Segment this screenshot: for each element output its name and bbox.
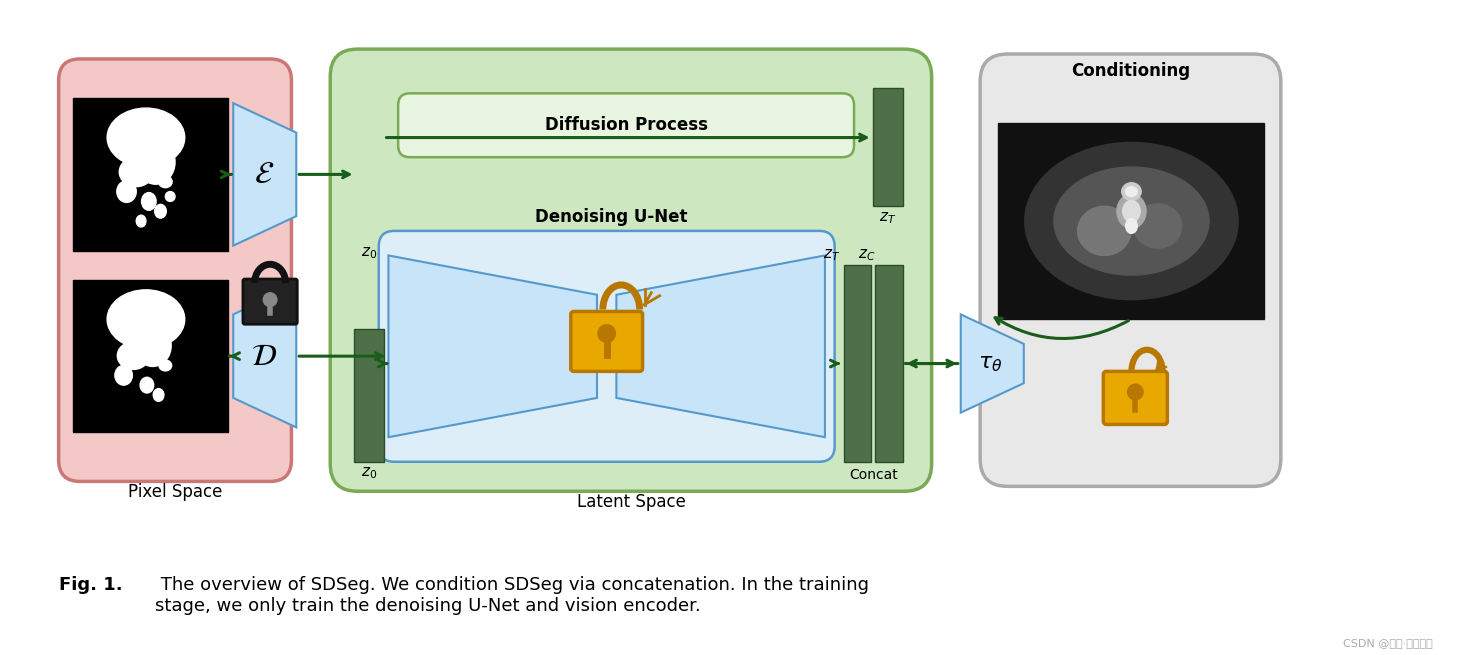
Ellipse shape bbox=[1055, 167, 1210, 275]
Text: $\mathcal{E}$: $\mathcal{E}$ bbox=[254, 160, 275, 189]
Ellipse shape bbox=[117, 181, 136, 202]
Text: Denoising U-Net: Denoising U-Net bbox=[535, 208, 688, 226]
Text: $z_C$: $z_C$ bbox=[858, 248, 876, 263]
FancyBboxPatch shape bbox=[59, 59, 291, 481]
Circle shape bbox=[598, 325, 616, 343]
Bar bbox=[74, 280, 229, 432]
Ellipse shape bbox=[1125, 219, 1137, 233]
Ellipse shape bbox=[165, 191, 176, 202]
FancyBboxPatch shape bbox=[242, 279, 297, 324]
Text: $\mathcal{D}$: $\mathcal{D}$ bbox=[251, 342, 278, 371]
Ellipse shape bbox=[160, 360, 171, 371]
Ellipse shape bbox=[142, 193, 157, 210]
Text: Pixel Space: Pixel Space bbox=[128, 483, 222, 501]
Bar bbox=[354, 329, 384, 462]
Text: $\tau_{\theta}$: $\tau_{\theta}$ bbox=[978, 354, 1001, 373]
FancyBboxPatch shape bbox=[570, 312, 642, 371]
Bar bbox=[873, 88, 902, 206]
FancyBboxPatch shape bbox=[331, 49, 932, 491]
Text: Fig. 1.: Fig. 1. bbox=[59, 576, 123, 594]
Ellipse shape bbox=[158, 176, 173, 188]
Ellipse shape bbox=[108, 290, 185, 348]
FancyBboxPatch shape bbox=[399, 93, 854, 157]
Ellipse shape bbox=[134, 325, 171, 367]
Polygon shape bbox=[960, 314, 1024, 413]
Ellipse shape bbox=[1123, 200, 1140, 222]
Polygon shape bbox=[233, 103, 297, 246]
Bar bbox=[997, 123, 1264, 320]
Ellipse shape bbox=[1121, 183, 1142, 200]
FancyBboxPatch shape bbox=[1103, 371, 1167, 424]
Ellipse shape bbox=[155, 204, 167, 218]
Ellipse shape bbox=[140, 377, 154, 393]
Circle shape bbox=[263, 293, 276, 307]
Ellipse shape bbox=[1078, 206, 1131, 255]
Ellipse shape bbox=[117, 342, 149, 369]
Bar bbox=[74, 98, 229, 251]
Polygon shape bbox=[388, 255, 597, 438]
FancyBboxPatch shape bbox=[981, 54, 1281, 486]
Circle shape bbox=[1127, 384, 1143, 400]
Text: $z_T$: $z_T$ bbox=[823, 248, 840, 263]
Ellipse shape bbox=[1125, 187, 1137, 196]
Ellipse shape bbox=[136, 140, 176, 184]
Text: Latent Space: Latent Space bbox=[576, 493, 685, 511]
Text: $z_T$: $z_T$ bbox=[879, 210, 897, 226]
Text: Diffusion Process: Diffusion Process bbox=[545, 117, 707, 134]
Ellipse shape bbox=[154, 388, 164, 402]
Ellipse shape bbox=[1133, 204, 1182, 248]
Text: CSDN @风飘·剑染春水: CSDN @风飘·剑染春水 bbox=[1343, 639, 1433, 648]
Ellipse shape bbox=[115, 365, 133, 385]
Polygon shape bbox=[616, 255, 826, 438]
Bar bbox=[845, 265, 871, 462]
Ellipse shape bbox=[108, 108, 185, 167]
Ellipse shape bbox=[1117, 194, 1146, 229]
Bar bbox=[876, 265, 902, 462]
FancyBboxPatch shape bbox=[378, 231, 835, 462]
Ellipse shape bbox=[120, 157, 154, 187]
Text: Conditioning: Conditioning bbox=[1071, 62, 1190, 80]
Polygon shape bbox=[233, 285, 297, 427]
Text: The overview of SDSeg. We condition SDSeg via concatenation. In the training
sta: The overview of SDSeg. We condition SDSe… bbox=[155, 576, 868, 615]
Ellipse shape bbox=[136, 215, 146, 227]
Ellipse shape bbox=[1025, 143, 1238, 300]
Text: $z_0$: $z_0$ bbox=[360, 466, 377, 481]
Text: Concat: Concat bbox=[849, 468, 898, 481]
Text: $z_0$: $z_0$ bbox=[360, 246, 377, 261]
